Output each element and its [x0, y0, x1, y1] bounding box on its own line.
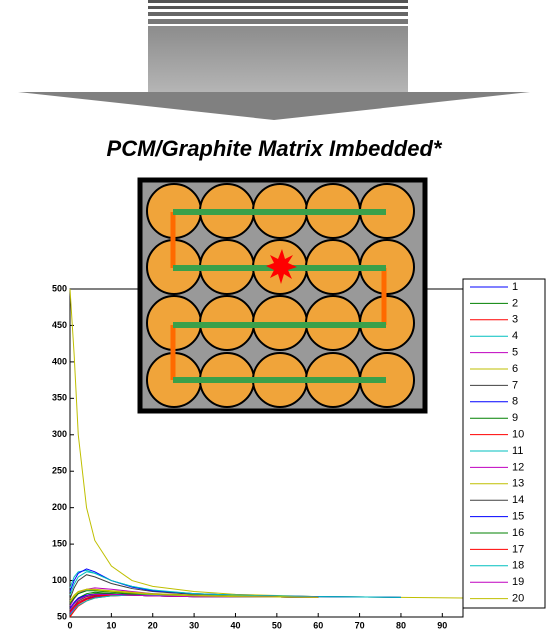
- legend-label: 15: [512, 511, 524, 523]
- y-tick-label: 100: [52, 575, 67, 585]
- y-tick-label: 500: [52, 283, 67, 293]
- y-tick-label: 350: [52, 393, 67, 403]
- legend-label: 7: [512, 379, 518, 391]
- y-tick-label: 400: [52, 356, 67, 366]
- series-line: [69, 571, 401, 598]
- x-tick-label: 80: [396, 620, 406, 630]
- legend-label: 3: [512, 314, 518, 326]
- legend-label: 2: [512, 297, 518, 309]
- y-tick-label: 250: [52, 466, 67, 476]
- legend-label: 18: [512, 560, 524, 572]
- legend-label: 4: [512, 330, 518, 342]
- y-tick-label: 300: [52, 429, 67, 439]
- matrix-diagram: [137, 177, 428, 414]
- x-tick-label: 60: [313, 620, 323, 630]
- legend-label: 1: [512, 281, 518, 293]
- legend-label: 16: [512, 527, 524, 539]
- x-tick-label: 50: [272, 620, 282, 630]
- legend-label: 5: [512, 347, 518, 359]
- x-tick-label: 90: [437, 620, 447, 630]
- y-tick-label: 150: [52, 538, 67, 548]
- legend-label: 11: [512, 445, 523, 457]
- x-tick-label: 0: [67, 620, 72, 630]
- y-tick-label: 450: [52, 320, 67, 330]
- series-line: [69, 588, 319, 602]
- legend-box: [462, 278, 546, 609]
- x-tick-label: 10: [106, 620, 116, 630]
- x-tick-label: 20: [148, 620, 158, 630]
- x-tick-label: 70: [355, 620, 365, 630]
- x-tick-label: 40: [230, 620, 240, 630]
- y-tick-label: 200: [52, 502, 67, 512]
- legend-label: 20: [512, 593, 524, 605]
- legend-label: 6: [512, 363, 518, 375]
- arrow-graphic: [18, 0, 530, 120]
- legend-label: 8: [512, 396, 518, 408]
- legend-label: 14: [512, 494, 524, 506]
- series-line: [69, 588, 319, 603]
- legend-label: 13: [512, 478, 524, 490]
- legend-label: 17: [512, 543, 524, 555]
- legend-label: 9: [512, 412, 518, 424]
- x-tick-label: 30: [189, 620, 199, 630]
- chart-title: PCM/Graphite Matrix Imbedded*: [107, 136, 443, 161]
- y-tick-label: 50: [57, 611, 67, 621]
- legend-label: 10: [512, 429, 524, 441]
- legend-label: 12: [512, 461, 524, 473]
- legend-label: 19: [512, 576, 524, 588]
